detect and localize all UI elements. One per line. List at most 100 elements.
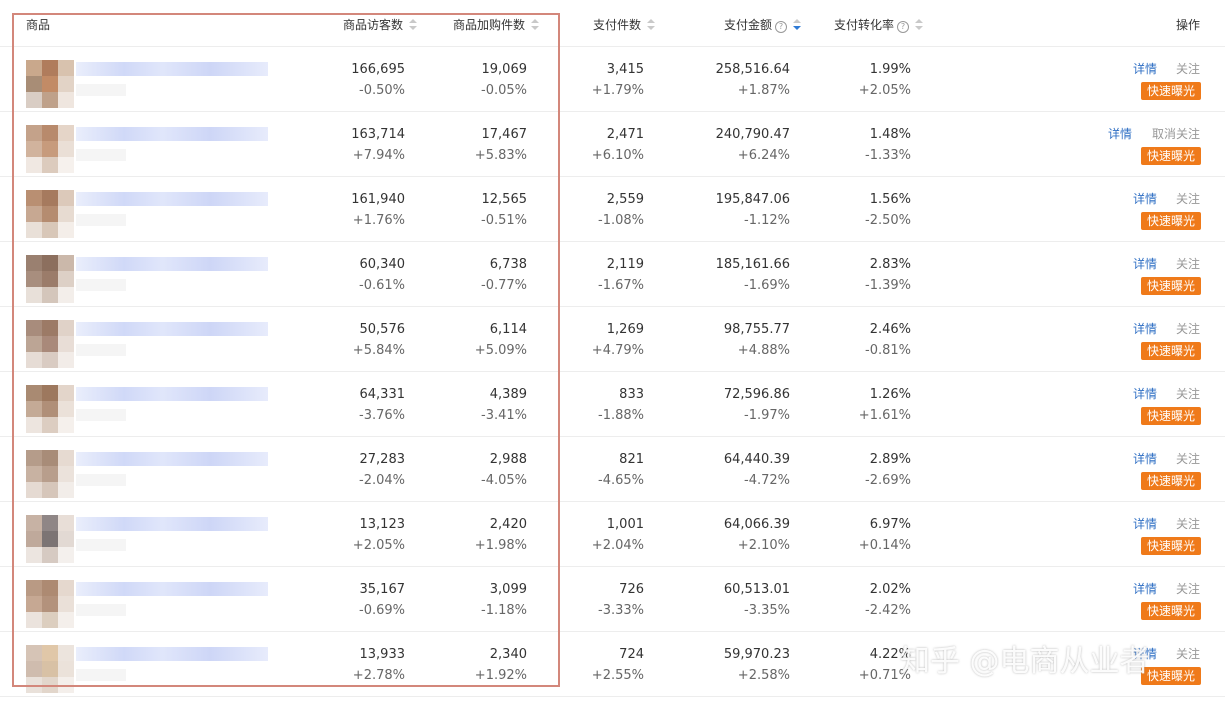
follow-link[interactable]: 关注 [1176, 257, 1201, 271]
pay-amount-value: 60,513.01 [723, 582, 790, 597]
detail-link[interactable]: 详情 [1133, 62, 1158, 76]
visitors-value: 13,123 [359, 517, 406, 532]
product-thumbnail[interactable] [26, 580, 74, 628]
conversion-value: 1.56% [869, 192, 911, 207]
conversion-value: 2.89% [869, 452, 911, 467]
product-thumbnail[interactable] [26, 645, 74, 693]
pay-count-value: 3,415 [606, 62, 644, 77]
thumbnail-pixel [58, 336, 74, 352]
cart-change: -4.05% [481, 473, 527, 488]
detail-link[interactable]: 详情 [1133, 257, 1158, 271]
detail-link[interactable]: 详情 [1133, 192, 1158, 206]
follow-link[interactable]: 关注 [1176, 452, 1201, 466]
header-pay-count[interactable]: 支付件数 [593, 16, 656, 33]
sort-icon[interactable] [531, 19, 540, 31]
product-title-blurred[interactable] [76, 517, 268, 531]
pay-amount-change: -1.69% [744, 278, 790, 293]
detail-link[interactable]: 详情 [1133, 647, 1158, 661]
table-row: 27,283 -2.04% 2,988 -4.05% 821 -4.65% 64… [0, 436, 1225, 502]
product-thumbnail[interactable] [26, 385, 74, 433]
follow-link[interactable]: 关注 [1176, 62, 1201, 76]
thumbnail-pixel [42, 417, 58, 433]
product-thumbnail[interactable] [26, 125, 74, 173]
promote-button[interactable]: 快速曝光 [1141, 472, 1201, 490]
thumbnail-pixel [42, 677, 58, 693]
thumbnail-pixel [26, 417, 42, 433]
header-visitors[interactable]: 商品访客数 [343, 16, 418, 33]
product-thumbnail[interactable] [26, 320, 74, 368]
help-icon[interactable]: ? [775, 21, 788, 33]
pay-count-change: -3.33% [598, 603, 644, 618]
header-cart[interactable]: 商品加购件数 [453, 16, 540, 33]
product-subtitle-blurred [76, 474, 126, 486]
product-subtitle-blurred [76, 539, 126, 551]
pay-amount-change: +6.24% [737, 148, 790, 163]
cart-change: +1.92% [474, 668, 527, 683]
table-row: 13,123 +2.05% 2,420 +1.98% 1,001 +2.04% … [0, 501, 1225, 567]
thumbnail-pixel [42, 466, 58, 482]
thumbnail-pixel [58, 450, 74, 466]
product-thumbnail[interactable] [26, 190, 74, 238]
promote-button[interactable]: 快速曝光 [1141, 537, 1201, 555]
watermark: 知乎 @电商从业者 [900, 644, 1150, 679]
product-thumbnail[interactable] [26, 60, 74, 108]
product-title-blurred[interactable] [76, 452, 268, 466]
sort-icon[interactable] [409, 19, 418, 31]
promote-button[interactable]: 快速曝光 [1141, 277, 1201, 295]
product-title-blurred[interactable] [76, 127, 268, 141]
product-thumbnail[interactable] [26, 255, 74, 303]
table-row: 60,340 -0.61% 6,738 -0.77% 2,119 -1.67% … [0, 241, 1225, 307]
follow-link[interactable]: 关注 [1176, 647, 1201, 661]
detail-link[interactable]: 详情 [1133, 452, 1158, 466]
product-title-blurred[interactable] [76, 62, 268, 76]
product-title-blurred[interactable] [76, 192, 268, 206]
sort-icon[interactable] [647, 19, 656, 31]
cart-value: 4,389 [489, 387, 527, 402]
visitors-change: -2.04% [359, 473, 405, 488]
sort-desc-icon[interactable] [793, 19, 802, 31]
product-title-blurred[interactable] [76, 647, 268, 661]
thumbnail-pixel [26, 661, 42, 677]
sort-icon[interactable] [915, 19, 924, 31]
cart-change: -0.77% [481, 278, 527, 293]
thumbnail-pixel [58, 287, 74, 303]
visitors-change: +1.76% [352, 213, 405, 228]
thumbnail-pixel [58, 482, 74, 498]
promote-button[interactable]: 快速曝光 [1141, 212, 1201, 230]
follow-link[interactable]: 关注 [1176, 192, 1201, 206]
thumbnail-pixel [26, 206, 42, 222]
product-title-blurred[interactable] [76, 582, 268, 596]
detail-link[interactable]: 详情 [1108, 127, 1133, 141]
promote-button[interactable]: 快速曝光 [1141, 667, 1201, 685]
header-pay-amount[interactable]: 支付金额? [724, 16, 802, 33]
header-conversion[interactable]: 支付转化率? [834, 16, 924, 33]
pay-amount-change: -3.35% [744, 603, 790, 618]
promote-button[interactable]: 快速曝光 [1141, 407, 1201, 425]
thumbnail-pixel [26, 320, 42, 336]
promote-button[interactable]: 快速曝光 [1141, 602, 1201, 620]
follow-link[interactable]: 关注 [1176, 387, 1201, 401]
detail-link[interactable]: 详情 [1133, 582, 1158, 596]
product-thumbnail[interactable] [26, 515, 74, 563]
promote-button[interactable]: 快速曝光 [1141, 82, 1201, 100]
detail-link[interactable]: 详情 [1133, 517, 1158, 531]
follow-link[interactable]: 取消关注 [1152, 127, 1201, 141]
promote-button[interactable]: 快速曝光 [1141, 342, 1201, 360]
product-title-blurred[interactable] [76, 387, 268, 401]
product-thumbnail[interactable] [26, 450, 74, 498]
follow-link[interactable]: 关注 [1176, 517, 1201, 531]
thumbnail-pixel [26, 271, 42, 287]
visitors-change: -0.61% [359, 278, 405, 293]
product-title-blurred[interactable] [76, 257, 268, 271]
follow-link[interactable]: 关注 [1176, 322, 1201, 336]
thumbnail-pixel [26, 336, 42, 352]
thumbnail-pixel [26, 515, 42, 531]
detail-link[interactable]: 详情 [1133, 322, 1158, 336]
visitors-change: +2.78% [352, 668, 405, 683]
help-icon[interactable]: ? [897, 21, 910, 33]
follow-link[interactable]: 关注 [1176, 582, 1201, 596]
thumbnail-pixel [42, 271, 58, 287]
product-title-blurred[interactable] [76, 322, 268, 336]
detail-link[interactable]: 详情 [1133, 387, 1158, 401]
promote-button[interactable]: 快速曝光 [1141, 147, 1201, 165]
